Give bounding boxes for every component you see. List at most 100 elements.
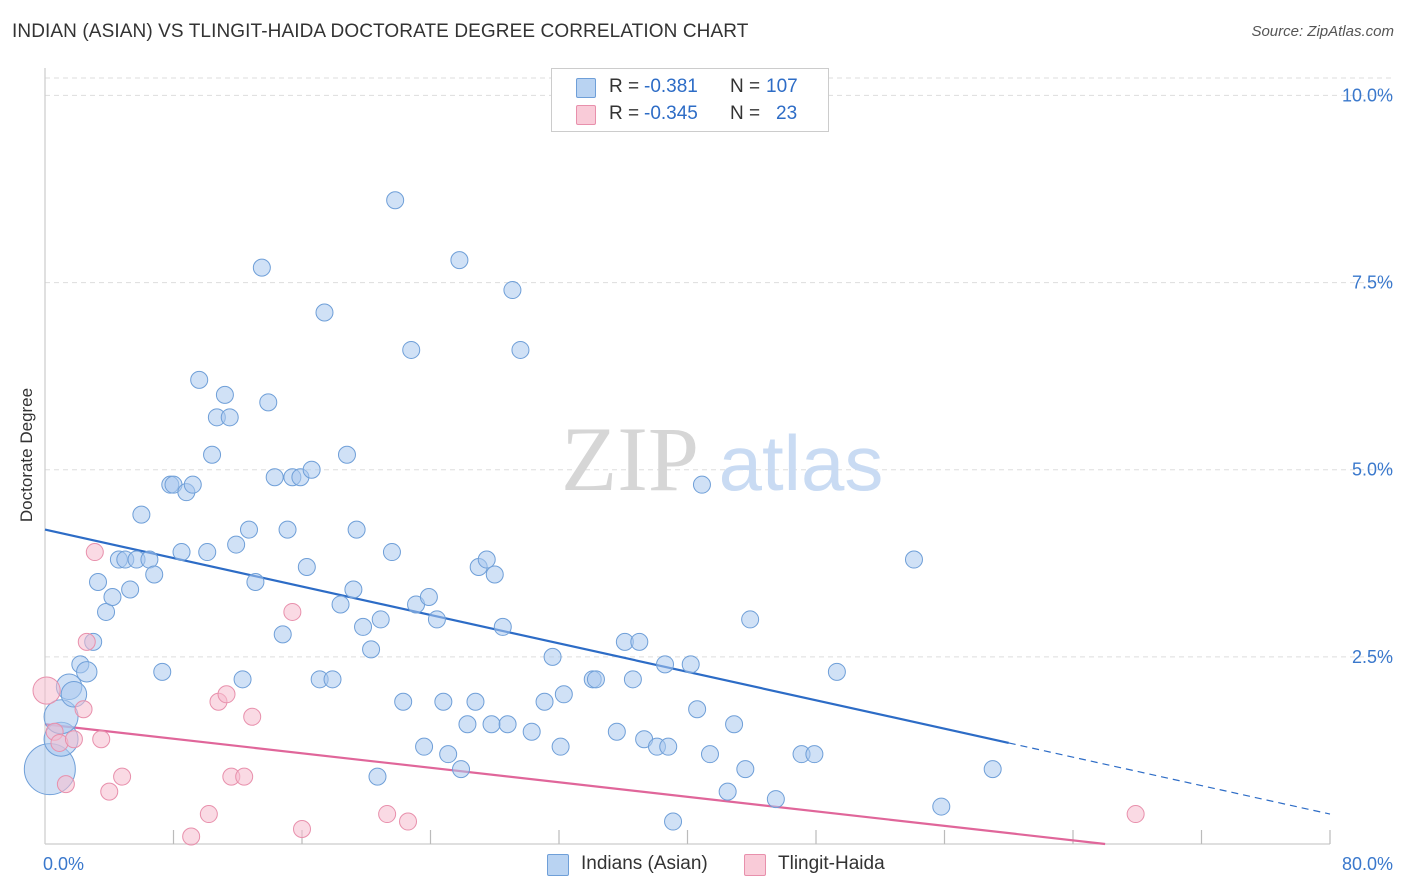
point-indians [368,767,387,786]
point-indians [337,445,356,464]
point-tlingit [243,707,262,726]
point-indians [485,565,504,584]
point-indians [551,737,570,756]
point-indians [805,745,824,764]
point-indians [347,520,366,539]
point-indians [664,812,683,831]
legend-r-value: -0.345 [644,103,698,124]
point-indians [153,662,172,681]
point-indians [145,565,164,584]
point-indians [386,191,405,210]
point-indians [725,715,744,734]
stats-legend: R = -0.381 N = 107 R = -0.345 N = 23 [551,68,829,132]
point-tlingit [77,632,96,651]
point-indians [458,715,477,734]
point-tlingit [182,827,201,846]
point-indians [415,737,434,756]
legend-n-value: 107 [766,76,798,97]
point-indians [482,715,501,734]
point-indians [434,692,453,711]
point-indians [543,647,562,666]
point-indians [394,692,413,711]
point-indians [371,610,390,629]
point-indians [741,610,760,629]
point-indians [220,408,239,427]
point-indians [427,610,446,629]
point-indians [681,655,700,674]
legend-n-label: N = [730,103,761,124]
point-indians [736,760,755,779]
trend-line-indians-extension [1008,742,1331,815]
point-indians [511,340,530,359]
point-indians [233,670,252,689]
trend-layer [44,528,1331,846]
point-indians [302,460,321,479]
bottom-legend-label: Indians (Asian) [581,853,708,874]
point-indians [76,661,98,683]
point-indians [623,670,642,689]
point-tlingit [217,685,236,704]
y-tick-label: 10.0% [1342,85,1393,105]
point-tlingit [85,543,104,562]
point-indians [766,790,785,809]
point-tlingit [293,820,311,839]
point-tlingit [64,730,83,749]
point-tlingit [32,676,61,705]
point-indians [535,692,554,711]
point-indians [718,782,737,801]
point-tlingit [100,782,119,801]
legend-row-indians: R = -0.381 N = 107 [552,75,828,99]
point-indians [227,535,246,554]
point-indians [121,580,140,599]
point-indians [198,543,217,562]
bottom-legend-swatch-blue [547,854,569,876]
legend-row-tlingit: R = -0.345 N = 23 [552,102,828,126]
y-tick-label: 2.5% [1352,647,1393,667]
chart-title: INDIAN (ASIAN) VS TLINGIT-HAIDA DOCTORAT… [12,21,749,42]
point-indians [252,258,271,277]
point-indians [190,370,209,389]
x-tick-label: 0.0% [43,854,84,874]
point-indians [493,617,512,636]
trend-line-indians [44,528,1009,745]
point-indians [932,797,951,816]
point-tlingit [199,805,218,824]
point-indians [688,700,707,719]
point-tlingit [113,767,132,786]
point-indians [362,640,381,659]
point-indians [607,722,626,741]
point-indians [477,550,496,569]
point-tlingit [56,775,75,794]
legend-r-label: R = [609,103,640,124]
point-tlingit [235,767,254,786]
y-tick-label: 7.5% [1352,273,1393,293]
point-indians [827,662,846,681]
point-indians [439,745,458,764]
point-indians [700,745,719,764]
point-indians [172,543,191,562]
source-credit: Source: ZipAtlas.com [1251,23,1394,40]
point-indians [278,520,297,539]
point-tlingit [1126,805,1145,824]
legend-n-label: N = [730,76,761,97]
point-indians [586,670,605,689]
point-indians [89,573,108,591]
point-indians [331,595,350,614]
trend-line-tlingit [44,723,1106,846]
point-indians [382,543,401,562]
point-indians [419,587,438,606]
point-indians [60,681,88,708]
point-tlingit [92,730,111,749]
watermark-zip: ZIP [561,408,699,510]
point-indians [656,655,675,674]
point-indians [466,692,485,711]
point-indians [273,625,292,644]
point-indians [215,385,234,404]
point-indians [344,580,363,599]
point-indians [904,550,923,569]
point-tlingit [399,812,418,831]
tick-label-layer: 2.5% 5.0% 7.5% 10.0% 0.0% 80.0% [43,85,1393,874]
point-tlingit [378,805,397,824]
x-tick-label: 80.0% [1342,854,1393,874]
point-indians [183,475,202,494]
